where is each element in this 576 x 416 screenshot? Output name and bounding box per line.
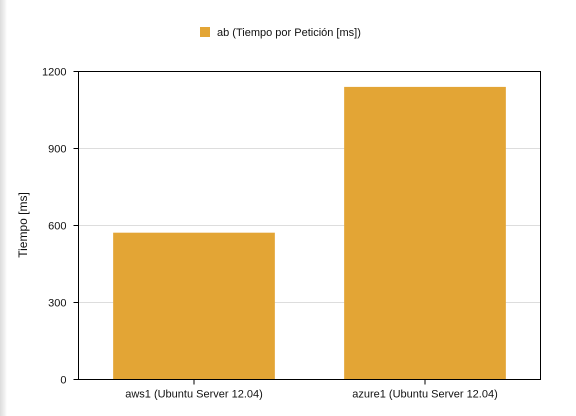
y-tick-label: 600: [48, 221, 66, 233]
y-tick-label: 0: [60, 375, 66, 387]
bar-1: [344, 86, 506, 380]
bars: [113, 86, 506, 380]
y-axis-ticks: 0 300 600 900 1200: [42, 67, 79, 387]
y-tick-label: 900: [48, 144, 66, 156]
x-tick-label: aws1 (Ubuntu Server 12.04): [125, 389, 263, 401]
x-axis-ticks: aws1 (Ubuntu Server 12.04) azure1 (Ubuntu…: [125, 379, 498, 401]
x-tick-label: azure1 (Ubuntu Server 12.04): [352, 389, 498, 401]
legend: ab (Tiempo por Petición [ms]): [200, 27, 361, 39]
y-tick-label: 1200: [42, 67, 66, 79]
legend-label: ab (Tiempo por Petición [ms]): [217, 27, 361, 39]
y-tick-label: 300: [48, 298, 66, 310]
y-axis-title: Tiempo [ms]: [16, 192, 30, 258]
bar-0: [113, 232, 275, 380]
legend-swatch: [200, 27, 210, 37]
window-edge-shadow: [0, 0, 7, 416]
